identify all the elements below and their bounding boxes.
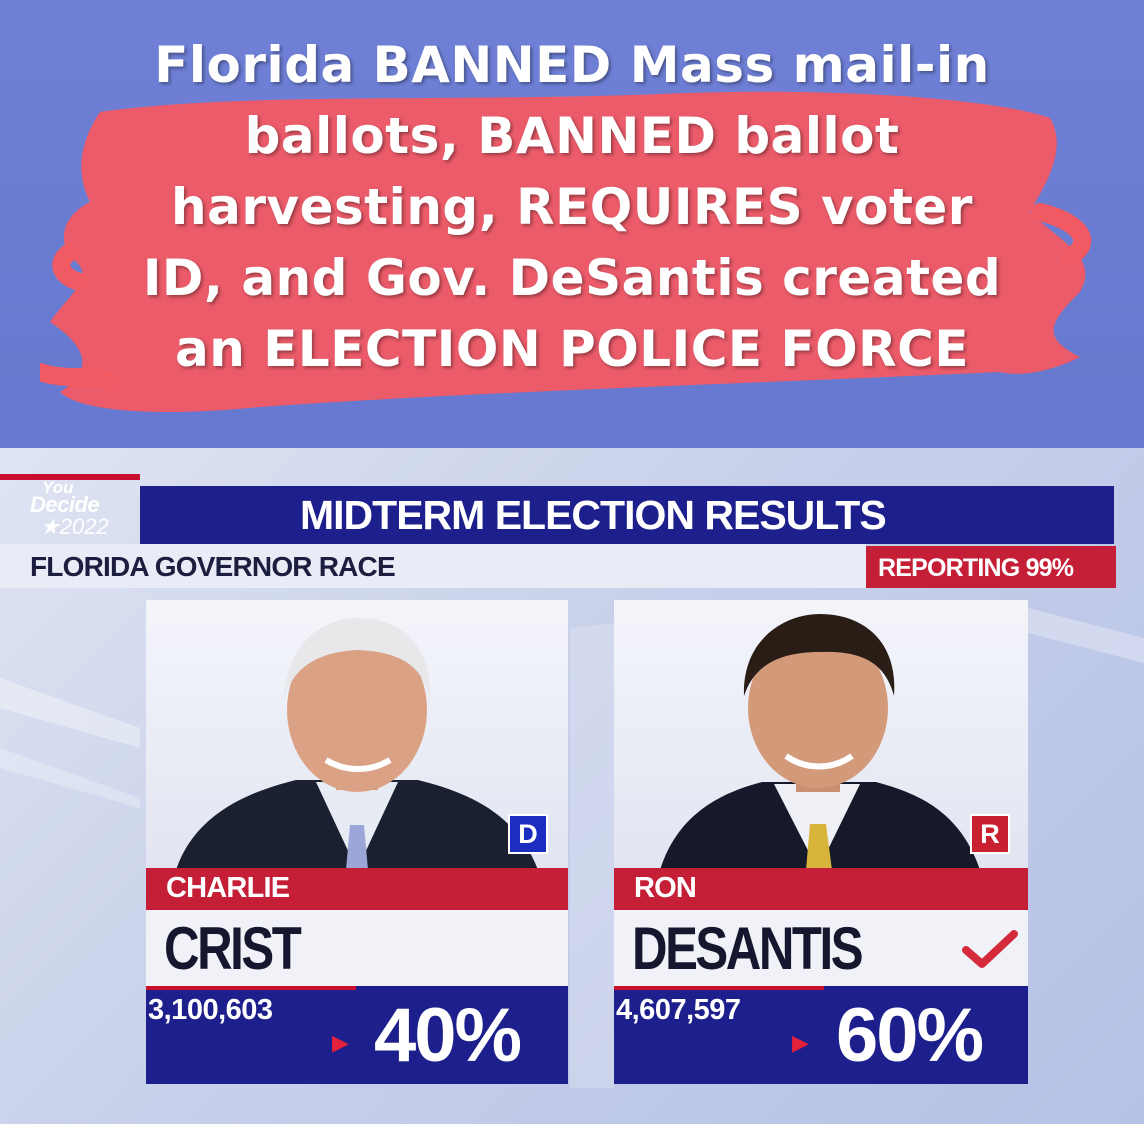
candidate-first-name: RON (634, 872, 697, 904)
banner-line: Florida BANNED Mass mail-in (154, 36, 990, 94)
candidate-last-name: DESANTIS (632, 915, 864, 982)
candidate-card-crist: D CHARLIE CRIST 3,100,603 ▶ 40% (146, 600, 568, 1084)
reporting-badge: REPORTING 99% (866, 546, 1116, 588)
vote-bar: 4,607,597 ▶ 60% (614, 986, 1028, 1084)
banner-line: ballots, BANNED ballot (244, 107, 900, 165)
banner-line: harvesting, REQUIRES voter (171, 178, 973, 236)
vote-accent-line (614, 986, 824, 990)
last-name-bar: CRIST (146, 910, 568, 986)
vote-accent-line (146, 986, 356, 990)
candidate-card-desantis: R RON DESANTIS 4,607,597 ▶ 60% (614, 600, 1028, 1084)
race-bar: FLORIDA GOVERNOR RACE (0, 544, 866, 588)
first-name-bar: CHARLIE (146, 868, 568, 910)
candidate-photo-desantis: R (614, 600, 1028, 870)
candidate-last-name: CRIST (164, 915, 302, 982)
portrait-placeholder (660, 614, 980, 870)
party-badge-democrat: D (508, 814, 548, 854)
race-label: FLORIDA GOVERNOR RACE (30, 551, 396, 582)
reporting-label: REPORTING 99% (878, 554, 1074, 582)
logo-line: You (42, 478, 74, 497)
vote-percent: 40% (374, 993, 522, 1078)
vote-percent: 60% (836, 993, 984, 1078)
checkmark-icon (962, 930, 1018, 968)
vote-count: 4,607,597 (616, 994, 741, 1026)
candidate-first-name: CHARLIE (166, 872, 290, 904)
header-accent-line (0, 474, 140, 480)
election-results-graphic: You Decide ★2022 MIDTERM ELECTION RESULT… (0, 448, 1144, 1124)
vote-bar: 3,100,603 ▶ 40% (146, 986, 568, 1084)
portrait-placeholder (176, 618, 538, 870)
banner-text: Florida BANNED Mass mail-in ballots, BAN… (40, 30, 1104, 385)
party-badge-republican: R (970, 814, 1010, 854)
last-name-bar: DESANTIS (614, 910, 1028, 986)
background-streaks (0, 608, 1144, 1088)
red-highlight-smear (40, 91, 1092, 412)
triangle-right-icon: ▶ (332, 1030, 349, 1055)
banner-line: an ELECTION POLICE FORCE (175, 320, 969, 378)
header-bar: MIDTERM ELECTION RESULTS (140, 486, 1114, 544)
meme-banner: Florida BANNED Mass mail-in ballots, BAN… (0, 0, 1144, 448)
vote-count: 3,100,603 (148, 994, 273, 1026)
results-title: MIDTERM ELECTION RESULTS (300, 492, 887, 538)
banner-line: ID, and Gov. DeSantis created (142, 249, 1002, 307)
you-decide-logo: You Decide ★2022 (22, 478, 142, 544)
candidate-photo-crist: D (146, 600, 568, 870)
triangle-right-icon: ▶ (792, 1030, 809, 1055)
logo-line: ★2022 (40, 514, 109, 539)
logo-line: Decide (30, 492, 100, 517)
first-name-bar: RON (614, 868, 1028, 910)
